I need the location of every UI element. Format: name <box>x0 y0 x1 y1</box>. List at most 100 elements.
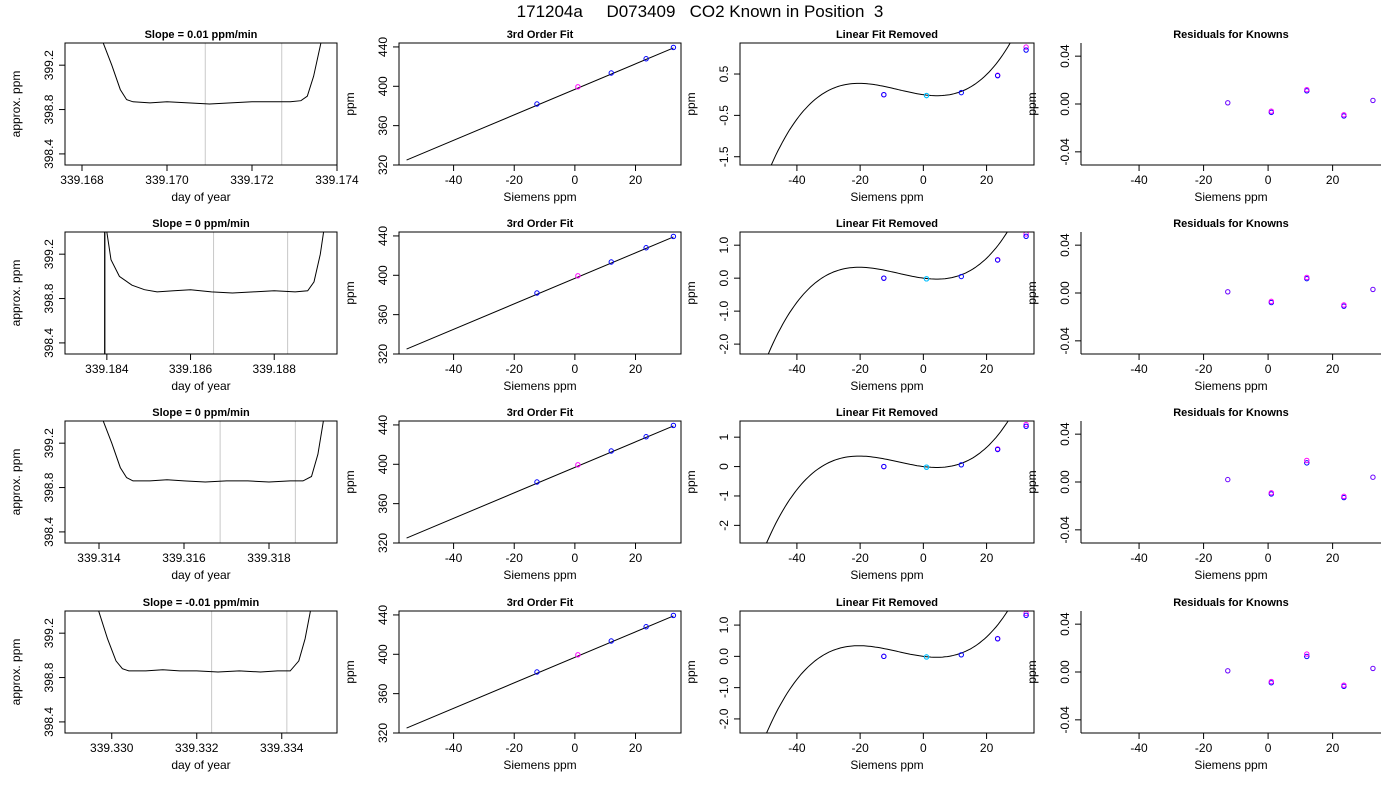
x-tick-label: -40 <box>445 173 463 187</box>
x-axis-label: Siemens ppm <box>850 758 923 772</box>
y-tick-label: 0.00 <box>1058 281 1072 305</box>
data-point <box>1304 86 1310 93</box>
plot-frame <box>64 231 338 355</box>
chart-panel-trace-row3: Slope = 0 ppm/min day of year approx. ppm 3… <box>9 407 338 582</box>
data-point <box>881 275 887 281</box>
y-tick-label: 399.2 <box>42 50 56 80</box>
chart-title: Residuals for Knowns <box>1173 407 1289 419</box>
data-point <box>643 624 649 630</box>
y-tick-label: 1 <box>717 434 731 441</box>
x-tick-label: 0 <box>920 741 927 755</box>
x-tick-label: 0 <box>572 551 579 565</box>
chart-title: Residuals for Knowns <box>1173 597 1289 609</box>
data-point <box>575 273 581 279</box>
chart-panel-linear_removed-row2: Linear Fit Removed Siemens ppm ppm -40 -20 0 2… <box>684 218 1035 393</box>
x-tick-label: 0 <box>920 551 927 565</box>
data-point <box>923 276 930 282</box>
y-tick-label: 440 <box>376 37 390 57</box>
plot-area <box>1225 457 1376 501</box>
x-tick-label: -20 <box>851 551 869 565</box>
chart-title: Residuals for Knowns <box>1173 218 1289 230</box>
x-tick-label: 339.334 <box>260 741 304 755</box>
data-point <box>670 233 677 240</box>
y-axis-label: ppm <box>684 660 698 683</box>
y-tick-label: 0.5 <box>717 65 731 82</box>
y-tick-label: 398.4 <box>42 139 56 169</box>
x-tick-label: 0 <box>1265 741 1272 755</box>
y-tick-label: 400 <box>376 76 390 96</box>
x-axis-label: Siemens ppm <box>1194 568 1267 582</box>
y-tick-label: -2 <box>717 520 731 531</box>
y-axis-label: ppm <box>343 660 357 683</box>
y-tick-label: 440 <box>376 226 390 246</box>
x-tick-label: 339.316 <box>162 551 206 565</box>
trace-line <box>102 421 324 483</box>
plot-area <box>767 232 1029 354</box>
data-point <box>1268 108 1275 114</box>
x-tick-label: 20 <box>1326 551 1340 565</box>
data-point <box>575 84 581 90</box>
chart-panel-fit-row1: 3rd Order Fit Siemens ppm ppm -40 -20 0 20 320 3… <box>343 29 682 204</box>
x-tick-label: -20 <box>506 741 524 755</box>
plot-area <box>406 44 677 161</box>
y-tick-label: 0.00 <box>1058 92 1072 116</box>
y-axis-label: ppm <box>1025 470 1039 493</box>
x-tick-label: -40 <box>445 741 463 755</box>
y-tick-label: 360 <box>376 683 390 703</box>
data-point <box>575 652 581 658</box>
y-axis-label: ppm <box>343 281 357 304</box>
x-tick-label: 339.332 <box>175 741 219 755</box>
y-axis-label: approx. ppm <box>9 71 23 138</box>
x-tick-label: 0 <box>920 362 927 376</box>
x-tick-label: 20 <box>1326 362 1340 376</box>
x-tick-label: -40 <box>788 551 806 565</box>
x-tick-label: 0 <box>920 173 927 187</box>
data-point <box>643 434 649 440</box>
y-tick-label: 0.04 <box>1058 612 1072 636</box>
chart-panel-fit-row3: 3rd Order Fit Siemens ppm ppm -40 -20 0 20 320 3… <box>343 407 682 582</box>
x-tick-label: -20 <box>1195 173 1213 187</box>
data-point <box>575 462 581 468</box>
plot-area <box>765 611 1029 733</box>
data-point <box>608 259 614 265</box>
y-tick-label: 360 <box>376 115 390 135</box>
x-tick-label: 339.330 <box>90 741 134 755</box>
chart-title: Linear Fit Removed <box>836 407 938 419</box>
trace-line <box>102 43 322 105</box>
plot-area <box>406 422 677 539</box>
y-tick-label: -1.0 <box>717 677 731 698</box>
chart-title: Slope = -0.01 ppm/min <box>143 597 260 609</box>
y-tick-label: -0.04 <box>1058 138 1072 166</box>
x-axis-label: Siemens ppm <box>850 379 923 393</box>
y-tick-label: -0.04 <box>1058 706 1072 734</box>
y-tick-label: 0.0 <box>717 269 731 286</box>
y-tick-label: 398.8 <box>42 662 56 692</box>
chart-panel-trace-row2: Slope = 0 ppm/min day of year approx. ppm 3… <box>9 218 338 393</box>
data-point <box>958 273 964 280</box>
plot-area <box>102 43 322 165</box>
y-tick-label: -1.5 <box>717 146 731 167</box>
y-tick-label: 0 <box>717 463 731 470</box>
chart-title: Slope = 0 ppm/min <box>152 407 250 419</box>
plot-frame <box>398 42 682 166</box>
x-tick-label: -40 <box>445 362 463 376</box>
chart-title: Linear Fit Removed <box>836 597 938 609</box>
y-tick-label: 398.4 <box>42 517 56 547</box>
y-tick-label: 320 <box>376 723 390 743</box>
y-axis-label: ppm <box>1025 660 1039 683</box>
plot-area <box>770 43 1029 165</box>
plot-area <box>102 421 324 543</box>
x-axis-label: Siemens ppm <box>503 379 576 393</box>
data-point <box>1023 233 1029 239</box>
chart-panel-fit-row4: 3rd Order Fit Siemens ppm ppm -40 -20 0 20 320 3… <box>343 597 682 772</box>
x-tick-label: -40 <box>1130 551 1148 565</box>
plot-frame <box>64 420 338 544</box>
x-tick-label: 20 <box>980 551 994 565</box>
x-tick-label: -20 <box>851 362 869 376</box>
x-tick-label: -40 <box>1130 173 1148 187</box>
y-axis-label: ppm <box>684 92 698 115</box>
data-point <box>670 422 677 429</box>
y-tick-label: -1 <box>717 490 731 501</box>
